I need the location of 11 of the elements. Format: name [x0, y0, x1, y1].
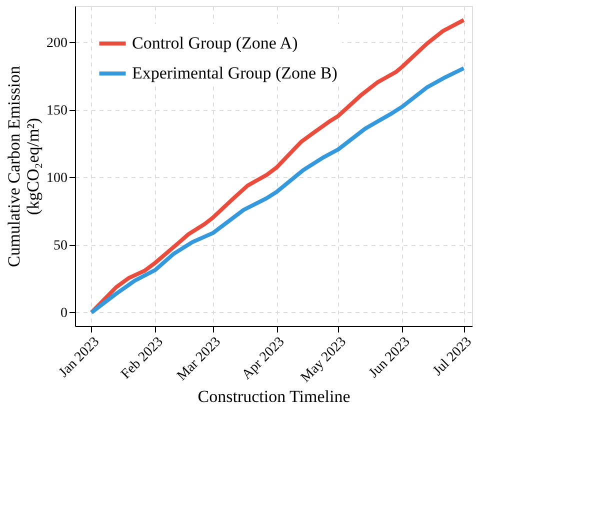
- y-tick-label: 0: [60, 306, 68, 321]
- line-series: [89, 66, 466, 314]
- legend-label: Control Group (Zone A): [132, 34, 298, 52]
- y-tick-label: 150: [46, 103, 68, 118]
- legend-label: Experimental Group (Zone B): [132, 64, 338, 82]
- y-axis-title: Cumulative Carbon Emission (kgCO₂eq/m²): [4, 65, 42, 268]
- y-tick-label: 100: [46, 170, 68, 186]
- line-series: [89, 18, 466, 314]
- x-axis-title: Construction Timeline: [198, 386, 350, 406]
- y-tick-label: 200: [46, 36, 68, 51]
- y-tick-label: 50: [54, 238, 68, 254]
